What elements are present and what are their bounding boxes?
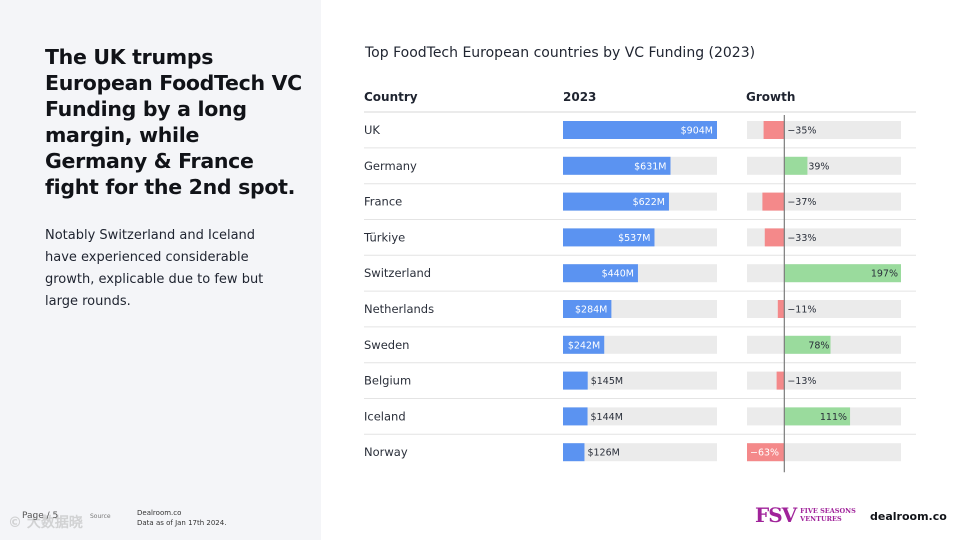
funding-bar — [563, 371, 588, 390]
credit-line-1: Dealroom.co — [137, 509, 182, 517]
country-label: Switzerland — [364, 266, 431, 280]
growth-bar — [764, 228, 785, 247]
funding-value-label: $631M — [634, 161, 666, 172]
funding-bar — [563, 228, 655, 247]
country-label: Sweden — [364, 338, 409, 352]
country-label: UK — [364, 123, 380, 137]
funding-chart: Country 2023 Growth UK $904M −35% Germany $631M… — [363, 90, 916, 473]
growth-value-label: −33% — [787, 233, 816, 244]
growth-value-label: −63% — [750, 448, 779, 459]
funding-bar — [563, 407, 588, 426]
chart-title: Top FoodTech European countries by VC Fu… — [365, 45, 756, 61]
growth-bar-track — [747, 371, 901, 390]
source-label: Source — [90, 513, 111, 520]
funding-value-label: $145M — [591, 376, 623, 387]
left-panel: The UK trumps European FoodTech VC Fundi… — [0, 0, 321, 540]
country-label: Germany — [364, 159, 417, 173]
dealroom-logo: dealroom.co — [870, 510, 947, 523]
growth-bar — [747, 443, 785, 462]
country-label: France — [364, 195, 402, 209]
growth-bar — [784, 335, 831, 354]
page-number: Page / 5 — [22, 511, 59, 521]
funding-bar — [563, 300, 612, 318]
growth-bar — [762, 192, 785, 211]
funding-bar — [563, 335, 605, 354]
funding-bar — [563, 192, 669, 211]
funding-bar-track — [563, 371, 717, 390]
growth-value-label: 197% — [871, 269, 898, 280]
funding-bar — [563, 156, 671, 175]
funding-bar — [563, 443, 585, 462]
fsv-logo-line-2: VENTURES — [800, 515, 842, 523]
growth-bar-track — [747, 192, 901, 211]
headline: The UK trumps European FoodTech VC Fundi… — [45, 45, 302, 199]
watermark: © 大数据晓 — [8, 515, 83, 531]
fsv-logo-words: FIVE SEASONS VENTURES — [800, 507, 856, 523]
growth-value-label: 39% — [808, 161, 829, 172]
growth-value-label: −11% — [787, 305, 816, 316]
funding-value-label: $440M — [602, 269, 634, 280]
growth-value-label: −35% — [787, 126, 816, 137]
growth-bar-track — [747, 228, 901, 247]
fsv-logo-mark: FSV — [755, 503, 797, 527]
growth-bar — [784, 407, 851, 426]
funding-bar-track — [563, 443, 717, 462]
growth-value-label: 78% — [808, 340, 829, 351]
funding-bar-track — [563, 407, 717, 426]
growth-bar — [784, 264, 901, 283]
growth-bar — [784, 156, 808, 175]
growth-bar — [777, 300, 785, 318]
funding-bar — [563, 264, 638, 283]
country-label: Netherlands — [364, 302, 434, 316]
growth-value-label: 111% — [820, 412, 847, 423]
funding-bar — [563, 121, 717, 139]
country-label: Iceland — [364, 409, 406, 423]
five-seasons-logo: FSV FIVE SEASONS VENTURES — [755, 503, 856, 527]
country-label: Türkiye — [363, 230, 405, 244]
body-text: Notably Switzerland and Iceland have exp… — [45, 228, 264, 309]
column-header-2: Growth — [746, 90, 795, 104]
growth-bar-track — [747, 300, 901, 318]
funding-value-label: $284M — [575, 305, 607, 316]
funding-value-label: $537M — [618, 233, 650, 244]
country-label: Norway — [364, 445, 408, 459]
funding-value-label: $126M — [587, 448, 619, 459]
credit-line-2: Data as of Jan 17th 2024. — [137, 519, 227, 527]
growth-bar — [776, 371, 785, 390]
column-header-0: Country — [364, 90, 418, 104]
growth-bar-track — [747, 443, 901, 462]
fsv-logo-line-1: FIVE SEASONS — [800, 507, 856, 515]
growth-bar-track — [747, 121, 901, 139]
funding-value-label: $622M — [633, 197, 665, 208]
funding-value-label: $144M — [591, 412, 623, 423]
funding-value-label: $904M — [681, 126, 713, 137]
growth-bar — [763, 121, 785, 139]
growth-value-label: −13% — [787, 376, 816, 387]
growth-value-label: −37% — [787, 197, 816, 208]
column-header-1: 2023 — [563, 90, 596, 104]
country-label: Belgium — [364, 374, 411, 388]
funding-value-label: $242M — [568, 340, 600, 351]
source-credit: Dealroom.co Data as of Jan 17th 2024. — [137, 508, 226, 528]
